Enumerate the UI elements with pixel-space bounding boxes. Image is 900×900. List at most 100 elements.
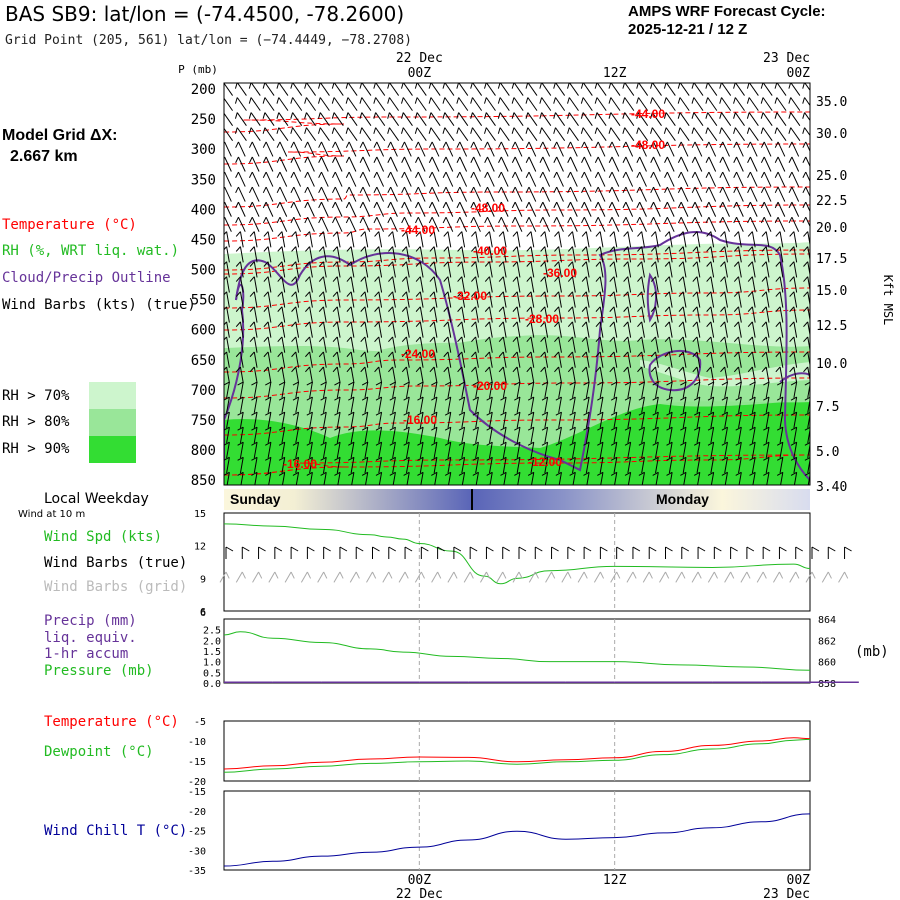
barb-flag [484, 97, 487, 104]
barb-flag [235, 336, 241, 343]
barb-staff [236, 97, 247, 111]
wind-barb [291, 261, 300, 278]
wind-barb [470, 127, 483, 141]
barb-staff [336, 336, 341, 353]
barb-flag [498, 306, 504, 312]
barb-staff [405, 246, 410, 263]
wind-barb [498, 366, 507, 383]
barb-staff [390, 201, 398, 217]
barb-flag [403, 426, 410, 431]
wind-barb [403, 426, 410, 444]
wind-barb [237, 411, 244, 428]
barb-staff [444, 83, 455, 96]
wind-barb [500, 426, 507, 444]
barb-flag [346, 366, 352, 373]
barb-staff [364, 412, 369, 428]
barb-flag [497, 97, 501, 104]
wind-barb [387, 112, 400, 126]
barb-staff [336, 276, 341, 293]
barb-staff [447, 412, 452, 428]
barb-flag [278, 471, 285, 476]
legend-windchill: Wind Chill T (°C) [44, 823, 188, 839]
barb-flag [359, 201, 364, 209]
barb-staff [489, 366, 493, 383]
temp-contour-5 [224, 249, 810, 271]
barb-staff [461, 246, 466, 263]
barb-staff [502, 246, 507, 263]
wind-barb [429, 306, 438, 323]
barb-flag [235, 351, 241, 358]
wind-barb [318, 351, 327, 368]
wind-barb [486, 426, 493, 444]
wind-barb [457, 276, 466, 293]
wind-barb [484, 246, 493, 263]
barb-flag [417, 426, 424, 431]
barb-staff [281, 442, 286, 459]
barb-flag [373, 112, 377, 119]
barb-flag [373, 156, 378, 163]
wind-barb [415, 201, 426, 217]
barb-flag [346, 306, 352, 312]
barb-staff [502, 396, 507, 413]
wind-barb [320, 426, 327, 444]
barb-staff [295, 412, 300, 428]
wind-barb [500, 396, 507, 413]
barb-flag [320, 396, 327, 401]
barb-flag [278, 426, 285, 431]
barb-staff [459, 171, 468, 187]
barb-staff [392, 246, 396, 263]
barb-staff [405, 321, 410, 338]
wind-barb [263, 261, 272, 278]
barb-flag [276, 216, 281, 224]
wind-barb [359, 201, 371, 217]
wind-barb [470, 141, 481, 157]
cross-section-layers [224, 83, 810, 485]
barb-staff [485, 83, 496, 96]
barb-flag [486, 426, 493, 431]
pressure-tick: 200 [191, 82, 216, 98]
barb-flag [444, 411, 452, 416]
barb-staff [336, 442, 341, 459]
wind-barb [263, 366, 272, 383]
barb-staff [295, 442, 300, 459]
wind-barb [292, 381, 300, 398]
wind-barb [444, 471, 452, 485]
wind-barb [389, 471, 396, 485]
barb-staff [475, 381, 479, 398]
barb-staff [417, 171, 426, 187]
barb-flag [348, 426, 355, 431]
barb-staff [489, 276, 493, 293]
wind-barb [292, 411, 300, 428]
barb-staff [267, 351, 272, 368]
barb-staff [239, 381, 244, 398]
barb-staff [226, 351, 230, 368]
wind-barb [348, 381, 355, 398]
wind-barb [484, 171, 495, 187]
barb-staff [378, 442, 383, 459]
barb-flag [249, 276, 255, 282]
wind-barb [484, 336, 493, 353]
barb-staff [419, 457, 424, 474]
barb-flag [374, 321, 380, 327]
cloud-outline-2 [646, 272, 657, 323]
barb-flag [265, 381, 272, 386]
barb-staff [239, 306, 244, 323]
barb-flag [317, 112, 321, 119]
barb-flag [484, 261, 490, 267]
barb-staff [295, 336, 300, 353]
barb-flag [277, 231, 283, 237]
barb-staff [430, 127, 441, 141]
precip-bar [712, 681, 762, 683]
barb-staff [445, 171, 454, 187]
wind-barb [428, 171, 440, 187]
wind-barb [332, 351, 341, 368]
barb-staff [433, 336, 438, 353]
wind-barb [401, 321, 410, 338]
wind-barb [360, 306, 369, 323]
barb-flag [263, 246, 269, 252]
barb-flag [415, 246, 421, 252]
barb-staff [333, 83, 344, 96]
height-tick: 30.0 [816, 127, 847, 142]
barb-flag [444, 441, 452, 446]
wind-barb [470, 216, 481, 232]
